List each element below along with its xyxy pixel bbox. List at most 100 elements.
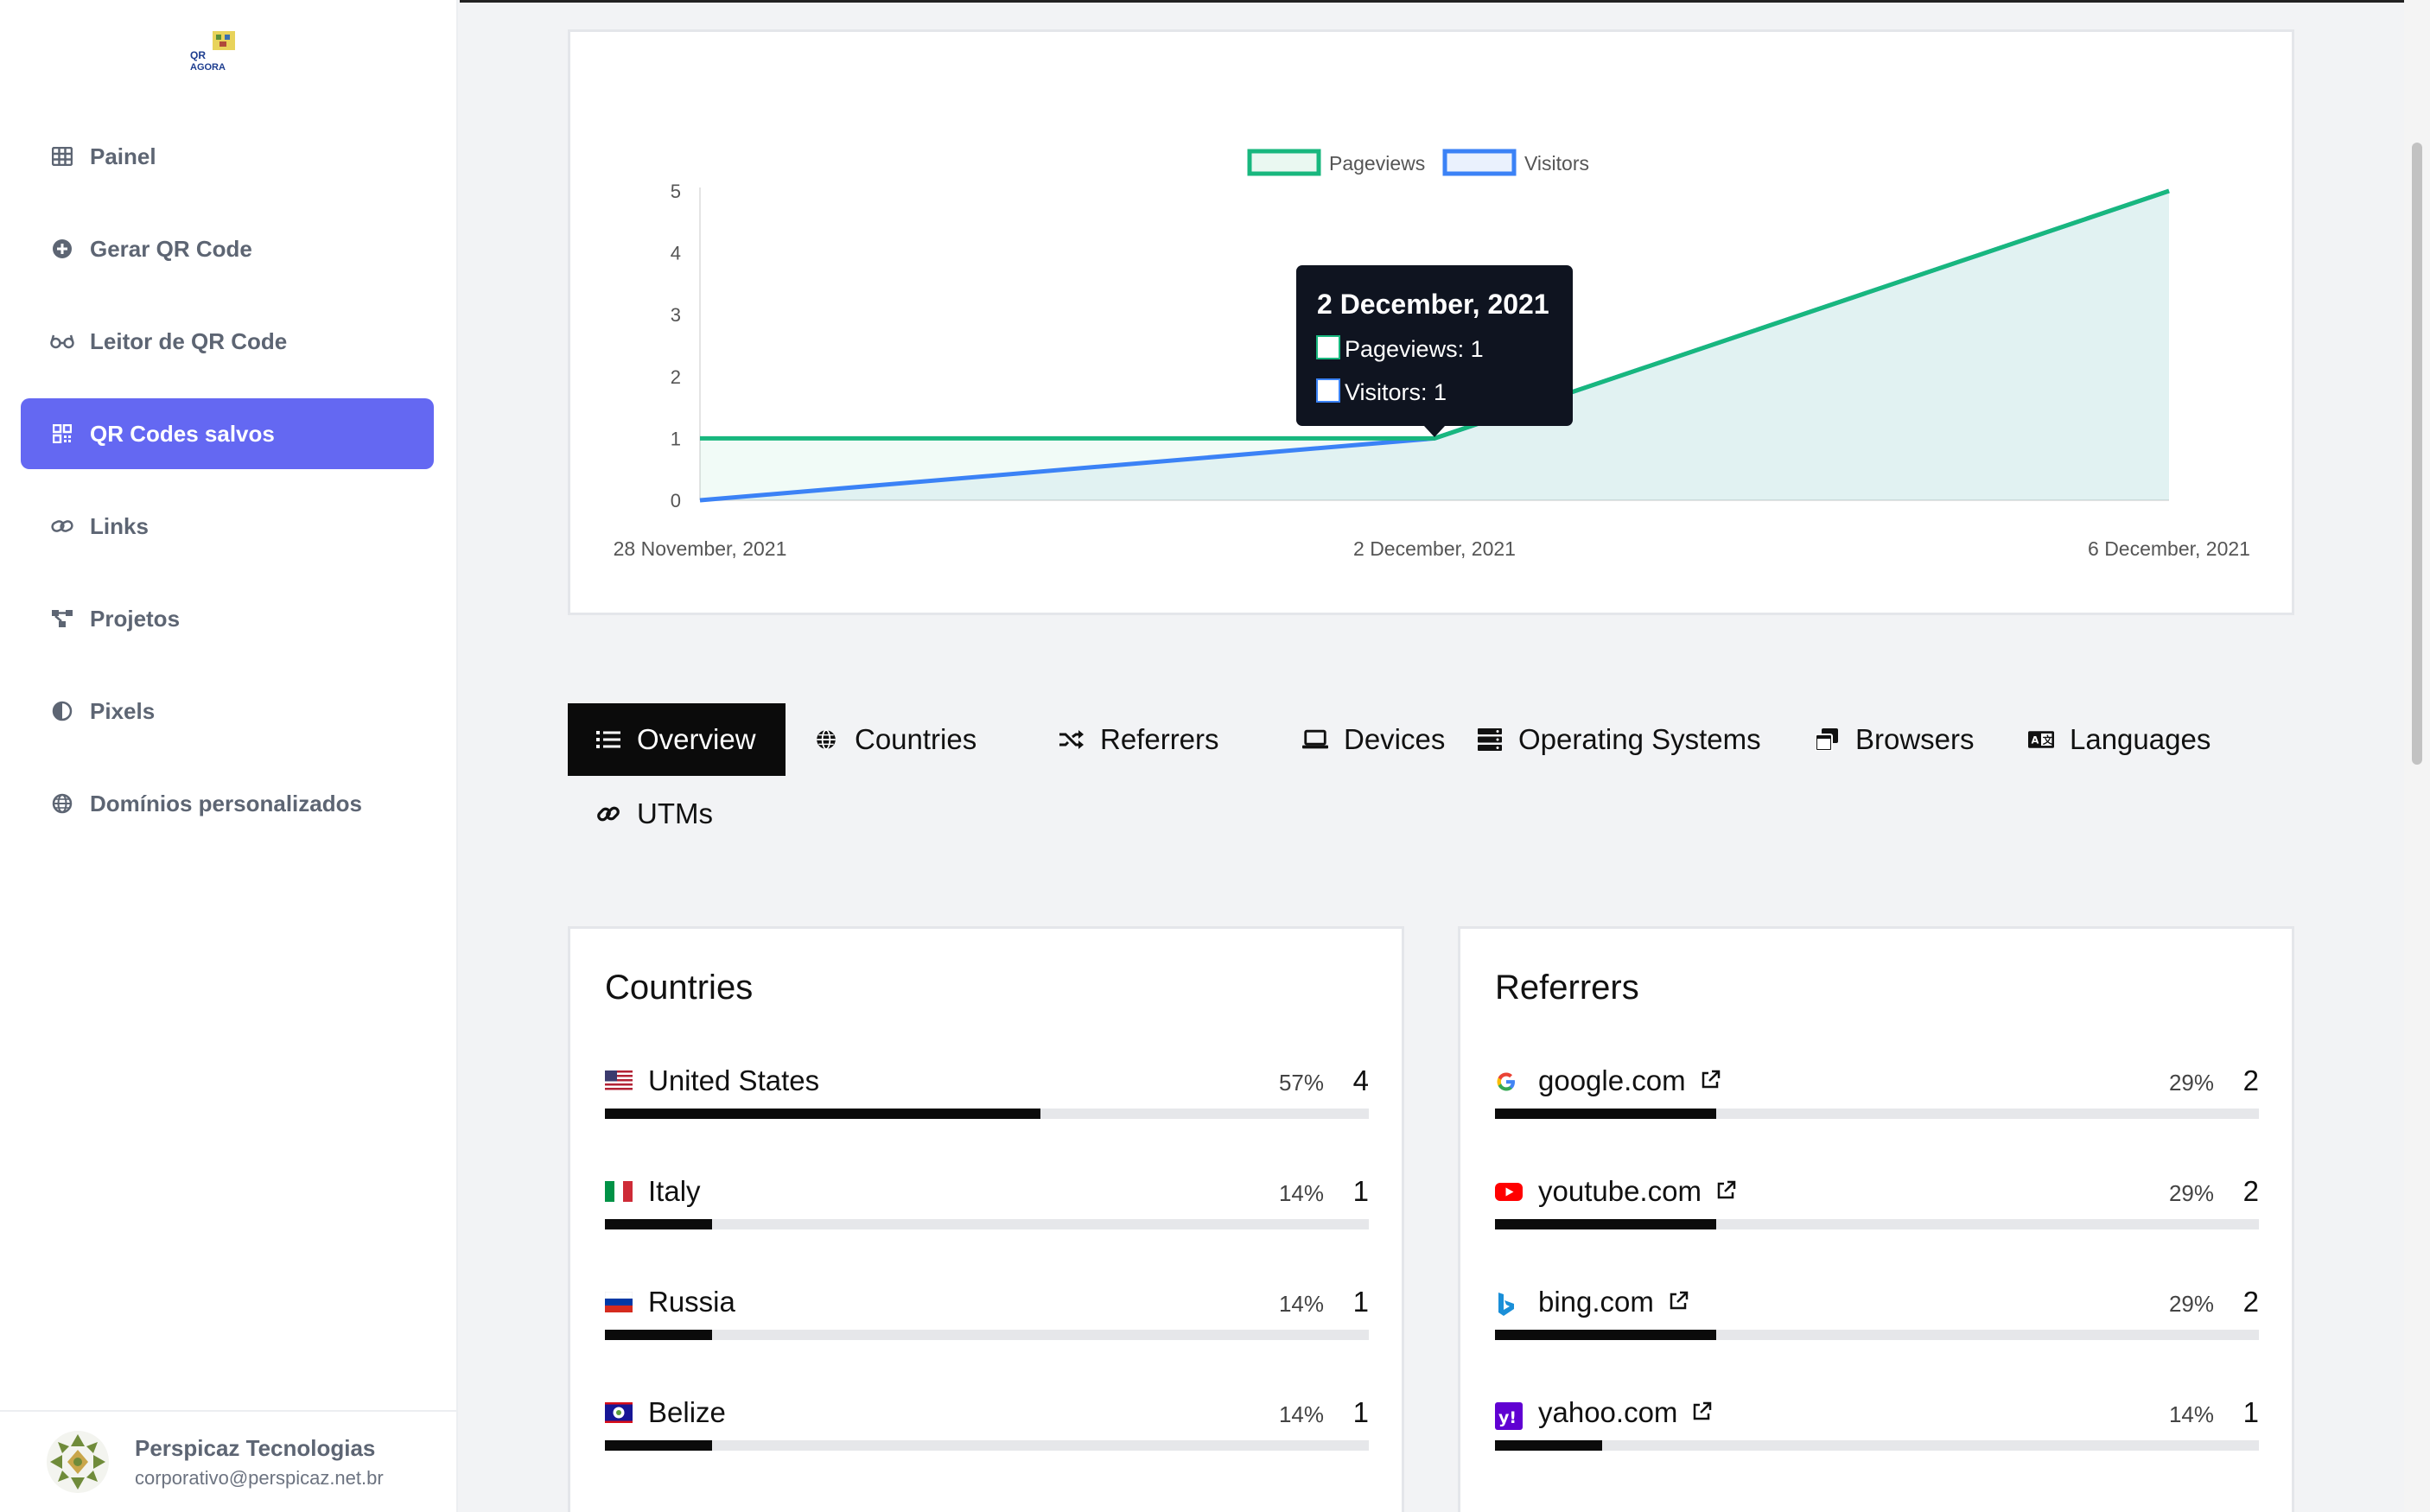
referrer-name[interactable]: bing.com xyxy=(1538,1286,1654,1318)
tooltip-line: Pageviews: 1 xyxy=(1345,336,1484,362)
list-icon xyxy=(595,727,621,753)
user-profile[interactable]: Perspicaz Tecnologias corporativo@perspi… xyxy=(0,1410,458,1512)
sidebar-item-painel[interactable]: Painel xyxy=(21,121,434,192)
svg-text:文: 文 xyxy=(2043,734,2053,746)
tooltip-swatch xyxy=(1316,378,1340,403)
svg-text:QR: QR xyxy=(190,49,206,61)
scrollbar-thumb[interactable] xyxy=(2412,143,2422,765)
tab-browsers[interactable]: Browsers xyxy=(1786,703,2002,776)
qrcode-icon xyxy=(50,422,74,446)
yahoo-icon: y! xyxy=(1495,1402,1523,1430)
tooltip-title: 2 December, 2021 xyxy=(1317,289,1549,320)
tab-overview[interactable]: Overview xyxy=(568,703,786,776)
country-count: 1 xyxy=(1352,1396,1369,1428)
page-scrollbar[interactable] xyxy=(2404,0,2430,1512)
progress-fill xyxy=(1495,1440,1602,1451)
table-icon xyxy=(50,144,74,168)
y-tick-label: 2 xyxy=(671,366,681,388)
country-name: Italy xyxy=(648,1175,701,1207)
progress-bar xyxy=(1495,1109,2259,1119)
country-name: Belize xyxy=(648,1396,726,1428)
country-count: 1 xyxy=(1352,1286,1369,1318)
progress-bar xyxy=(1495,1219,2259,1229)
series-area-visitors xyxy=(700,191,2169,500)
legend-swatch-pageviews xyxy=(1247,149,1321,176)
external-link-icon[interactable] xyxy=(1715,1180,1738,1203)
progress-fill xyxy=(605,1109,1040,1119)
referrer-count: 2 xyxy=(2242,1064,2259,1096)
sidebar: QR AGORA Painel Gerar QR Code Leitor de … xyxy=(0,0,458,1512)
y-tick-label: 4 xyxy=(671,243,681,264)
user-email: corporativo@perspicaz.net.br xyxy=(135,1466,384,1489)
tab-referrers[interactable]: Referrers xyxy=(1031,703,1247,776)
sidebar-item-links[interactable]: Links xyxy=(21,491,434,562)
progress-bar xyxy=(1495,1440,2259,1451)
sidebar-item-projetos[interactable]: Projetos xyxy=(21,583,434,654)
progress-bar xyxy=(605,1109,1369,1119)
list-item[interactable]: youtube.com 29% 2 xyxy=(1495,1172,2259,1233)
y-tick-label: 1 xyxy=(671,428,681,449)
sidebar-item-dominios-personalizados[interactable]: Domínios personalizados xyxy=(21,768,434,839)
bz-flag-icon xyxy=(605,1402,633,1423)
sidebar-item-pixels[interactable]: Pixels xyxy=(21,676,434,746)
countries-card: Countries United States 57% 4 Italy 14% … xyxy=(568,926,1404,1512)
user-name: Perspicaz Tecnologias xyxy=(135,1434,376,1461)
external-link-icon[interactable] xyxy=(1668,1291,1690,1313)
list-item[interactable]: Russia 14% 1 xyxy=(605,1283,1369,1344)
tab-label: Operating Systems xyxy=(1518,723,1761,755)
project-diagram-icon xyxy=(50,607,74,631)
chart-card: Pageviews Visitors 0 1 2 3 4 5 28 November, 202… xyxy=(568,29,2294,615)
referrer-name[interactable]: yahoo.com xyxy=(1538,1396,1678,1428)
referrer-count: 2 xyxy=(2242,1286,2259,1318)
tab-devices[interactable]: Devices xyxy=(1275,703,1473,776)
tab-label: Browsers xyxy=(1855,723,1975,755)
sidebar-item-gerar-qr-code[interactable]: Gerar QR Code xyxy=(21,213,434,284)
country-count: 1 xyxy=(1352,1175,1369,1207)
country-percent: 57% xyxy=(1278,1069,1324,1096)
tooltip-line: Visitors: 1 xyxy=(1345,379,1447,405)
chart-tooltip xyxy=(1296,265,1573,426)
list-item[interactable]: Italy 14% 1 xyxy=(605,1172,1369,1233)
progress-bar xyxy=(605,1219,1369,1229)
country-count: 4 xyxy=(1352,1064,1369,1096)
referrer-name[interactable]: youtube.com xyxy=(1538,1175,1702,1207)
tab-label: Languages xyxy=(2070,723,2211,755)
sidebar-item-label: Pixels xyxy=(90,697,156,724)
list-item[interactable]: google.com 29% 2 xyxy=(1495,1062,2259,1122)
countries-title: Countries xyxy=(605,969,754,1007)
legend-label-visitors: Visitors xyxy=(1524,152,1589,175)
list-item[interactable]: y! yahoo.com 14% 1 xyxy=(1495,1394,2259,1454)
external-link-icon[interactable] xyxy=(1700,1070,1722,1092)
sidebar-nav: Painel Gerar QR Code Leitor de QR Code Q… xyxy=(21,121,434,861)
list-item[interactable]: Belize 14% 1 xyxy=(605,1394,1369,1454)
top-border xyxy=(460,0,2404,3)
referrer-percent: 29% xyxy=(2168,1179,2214,1206)
series-area-pageviews xyxy=(700,191,2169,500)
qr-agora-logo[interactable]: QR AGORA xyxy=(187,29,239,73)
referrer-name[interactable]: google.com xyxy=(1538,1064,1686,1096)
tab-operating-systems[interactable]: Operating Systems xyxy=(1449,703,1789,776)
link-icon xyxy=(50,514,74,538)
x-tick-label: 2 December, 2021 xyxy=(1353,537,1516,560)
list-item[interactable]: bing.com 29% 2 xyxy=(1495,1283,2259,1344)
sidebar-item-label: Gerar QR Code xyxy=(90,235,252,262)
adjust-icon xyxy=(50,699,74,723)
list-item[interactable]: United States 57% 4 xyxy=(605,1062,1369,1122)
progress-fill xyxy=(1495,1219,1717,1229)
external-link-icon[interactable] xyxy=(1691,1401,1714,1424)
sidebar-item-qr-codes-salvos[interactable]: QR Codes salvos xyxy=(21,398,434,469)
y-tick-label: 3 xyxy=(671,304,681,326)
tab-label: Devices xyxy=(1344,723,1446,755)
youtube-icon xyxy=(1495,1181,1523,1202)
tab-label: Countries xyxy=(855,723,977,755)
tab-utms[interactable]: UTMs xyxy=(568,778,741,850)
referrer-percent: 29% xyxy=(2168,1290,2214,1317)
tab-countries[interactable]: Countries xyxy=(786,703,1004,776)
tab-label: Overview xyxy=(637,723,756,755)
progress-bar xyxy=(605,1440,1369,1451)
pageviews-visitors-chart[interactable]: Pageviews Visitors 0 1 2 3 4 5 28 November, 202… xyxy=(570,32,2292,613)
it-flag-icon xyxy=(605,1181,633,1202)
referrers-card: Referrers google.com 29% 2 youtube.com 2… xyxy=(1458,926,2294,1512)
sidebar-item-leitor-de-qr-code[interactable]: Leitor de QR Code xyxy=(21,306,434,377)
